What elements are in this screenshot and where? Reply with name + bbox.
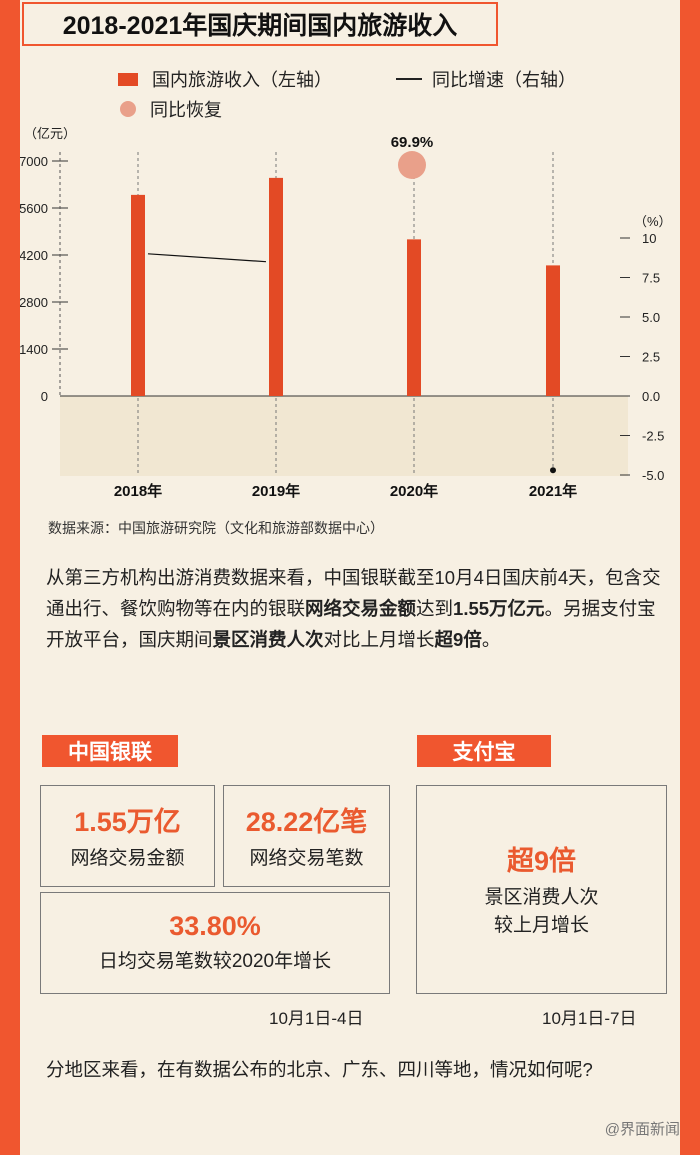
paragraph-text: 对比上月增长 — [323, 629, 435, 650]
stat-value: 28.22亿笔 — [245, 806, 368, 837]
left-axis-tick-label: 7000 — [20, 154, 48, 169]
paragraph-text: 从第三方机构出游消费数据来看，中国银联截至10月4日国庆前4天，包含交通出行、餐… — [46, 567, 661, 619]
stat-label-line: 景区消费人次 — [484, 887, 599, 908]
legend-line-entry: 同比增速（右轴） — [396, 66, 576, 92]
alipay-date-range: 10月1日-7日 — [542, 1009, 637, 1028]
revenue-bar — [269, 177, 283, 396]
chart-title: 2018-2021年国庆期间国内旅游收入 — [22, 2, 498, 46]
legend-dot-entry: 同比恢复 — [120, 96, 222, 122]
right-frame-border — [680, 0, 700, 1155]
legend-bar-swatch — [118, 72, 138, 86]
left-axis-tick-label: 2800 — [20, 295, 48, 310]
unionpay-tag: 中国银联 — [42, 735, 178, 767]
stat-value: 1.55万亿 — [74, 806, 181, 837]
paragraph-text: 达到 — [416, 598, 454, 619]
right-axis-tick-label: 10 — [642, 231, 656, 246]
legend-line-label: 同比增速（右轴） — [432, 70, 576, 90]
right-axis-tick-label: -5.0 — [642, 468, 664, 483]
x-axis-category-label: 2021年 — [529, 482, 577, 500]
paragraph-text: 。 — [481, 629, 501, 650]
x-axis-category-label: 2019年 — [252, 482, 300, 500]
left-axis-tick-label: 0 — [41, 389, 48, 404]
infographic: 2018-2021年国庆期间国内旅游收入 国内旅游收入（左轴） 同比增速（右轴）… — [20, 0, 680, 1155]
data-source: 数据来源：中国旅游研究院（文化和旅游部数据中心） — [48, 520, 384, 536]
legend-bar-label: 国内旅游收入（左轴） — [152, 70, 332, 90]
paragraph-text: 。另据支付宝开放平台，国庆期间 — [46, 598, 656, 650]
paragraph-highlight: 1.55万亿元 — [453, 598, 545, 619]
stat-card-daily-growth: 33.80% 日均交易笔数较2020年增长 — [40, 892, 390, 994]
right-axis-tick-label: 5.0 — [642, 310, 660, 325]
stat-value: 超9倍 — [506, 846, 577, 876]
right-axis-tick-label: -2.5 — [642, 429, 664, 444]
left-axis-tick-label: 1400 — [20, 342, 48, 357]
paragraph-highlight: 超9倍 — [434, 629, 482, 650]
legend-dot-label: 同比恢复 — [150, 100, 222, 120]
stat-label: 景区消费人次 较上月增长 — [484, 884, 598, 940]
stat-card-transaction-amount: 1.55万亿 网络交易金额 — [40, 785, 215, 887]
stat-label: 日均交易笔数较2020年增长 — [98, 950, 332, 972]
legend-dot-swatch — [120, 101, 136, 117]
watermark-text: @界面新闻 — [604, 1121, 680, 1138]
stat-label: 网络交易金额 — [70, 847, 185, 869]
stat-card-transaction-count: 28.22亿笔 网络交易笔数 — [223, 785, 390, 887]
unionpay-date-range: 10月1日-4日 — [269, 1009, 364, 1028]
left-axis-unit: （亿元） — [24, 126, 76, 141]
bar-line-chart: 0 1400 2800 4200 5600 7000 （亿元） 10 7.5 5.0 2.5 0.0 -… — [20, 126, 672, 500]
right-axis-tick-label: 2.5 — [642, 350, 660, 365]
recovery-dot — [398, 151, 426, 179]
stat-label: 网络交易笔数 — [249, 847, 364, 869]
x-axis-category-label: 2020年 — [390, 482, 438, 500]
revenue-bar — [546, 265, 560, 396]
right-axis-tick-label: 0.0 — [642, 389, 660, 404]
growth-line-segment — [147, 253, 267, 263]
alipay-tag: 支付宝 — [417, 735, 551, 767]
left-axis-tick-label: 4200 — [20, 248, 48, 263]
legend-bar-entry: 国内旅游收入（左轴） — [118, 66, 332, 92]
stat-card-alipay-visits: 超9倍 景区消费人次 较上月增长 — [416, 785, 667, 994]
revenue-bar — [407, 239, 421, 396]
legend-line-swatch — [396, 78, 422, 80]
stat-value: 33.80% — [169, 910, 261, 941]
paragraph-highlight: 景区消费人次 — [212, 629, 324, 650]
recovery-data-label: 69.9% — [391, 134, 434, 151]
paragraph-regions: 分地区来看，在有数据公布的北京、广东、四川等地，情况如何呢? — [46, 1059, 593, 1080]
x-axis-category-label: 2018年 — [114, 482, 162, 500]
stat-label-line: 较上月增长 — [493, 915, 589, 936]
negative-region-shade — [60, 396, 628, 476]
paragraph-highlight: 网络交易金额 — [305, 598, 417, 619]
right-axis-unit: （%） — [634, 214, 672, 229]
paragraph-payments: 从第三方机构出游消费数据来看，中国银联截至10月4日国庆前4天，包含交通出行、餐… — [46, 562, 661, 655]
revenue-bar — [131, 194, 145, 396]
left-frame-border — [0, 0, 20, 1155]
growth-point-2021 — [550, 467, 556, 474]
left-axis-tick-label: 5600 — [20, 201, 48, 216]
right-axis-tick-label: 7.5 — [642, 271, 660, 286]
